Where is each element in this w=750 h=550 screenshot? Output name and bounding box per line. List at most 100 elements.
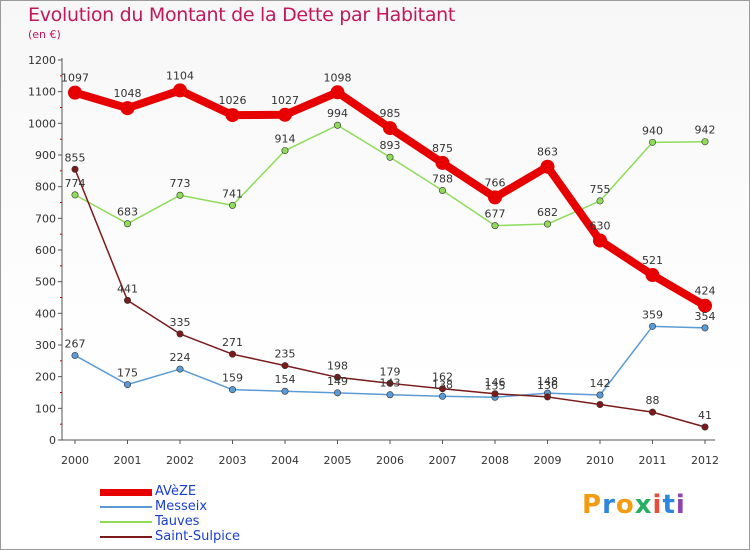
data-point (71, 191, 79, 199)
data-point (593, 233, 607, 248)
legend-label: Tauves (155, 514, 200, 529)
data-label: 774 (65, 177, 86, 190)
logo-letter: i (652, 490, 663, 520)
data-label: 1097 (61, 72, 89, 85)
data-label: 766 (485, 176, 506, 189)
data-label: 354 (695, 310, 716, 323)
y-tick-label: 1200 (28, 54, 56, 67)
y-tick-label: 300 (35, 339, 56, 352)
data-point (488, 190, 502, 205)
legend-swatch (100, 536, 152, 538)
data-point (176, 365, 184, 373)
data-point (596, 401, 604, 409)
data-label: 855 (65, 151, 86, 164)
logo-letter: t (662, 490, 676, 520)
legend-swatch (100, 521, 152, 523)
legend-label: AVèZE (155, 484, 197, 499)
data-label: 88 (646, 394, 660, 407)
data-point (278, 107, 292, 122)
data-point (648, 408, 656, 416)
data-label: 149 (327, 375, 348, 388)
data-label: 224 (170, 351, 191, 364)
data-label: 441 (117, 282, 138, 295)
data-label: 135 (485, 379, 506, 392)
data-point (330, 85, 345, 100)
data-label: 1048 (114, 87, 142, 100)
data-point (596, 197, 604, 205)
data-point (176, 330, 184, 338)
data-point (648, 138, 656, 146)
data-point (281, 387, 289, 395)
x-tick-label: 2010 (586, 454, 614, 467)
data-point (648, 322, 656, 330)
data-label: 1098 (324, 71, 352, 84)
logo-letter: r (602, 490, 616, 520)
chart-subtitle: (en €) (28, 28, 61, 41)
data-point (438, 385, 446, 393)
data-point (491, 222, 499, 230)
y-tick-label: 700 (35, 212, 56, 225)
data-label: 162 (432, 371, 453, 384)
x-tick-label: 2009 (534, 454, 562, 467)
data-point (383, 121, 397, 136)
data-label: 940 (642, 124, 663, 137)
data-label: 985 (380, 107, 401, 120)
y-tick-label: 0 (49, 434, 56, 447)
data-label: 677 (485, 208, 506, 221)
data-label: 893 (380, 139, 401, 152)
data-point (701, 138, 709, 146)
data-point (124, 220, 132, 228)
data-point (225, 108, 240, 123)
data-label: 1027 (271, 94, 299, 107)
legend-swatch (100, 488, 152, 496)
y-tick-label: 100 (35, 402, 56, 415)
x-tick-label: 2007 (429, 454, 457, 467)
data-point (543, 220, 551, 228)
logo-letter: i (675, 490, 686, 520)
data-point (229, 350, 237, 358)
logo-letter: P (582, 490, 603, 520)
data-label: 683 (117, 206, 138, 219)
data-label: 994 (327, 107, 348, 120)
x-tick-label: 2004 (271, 454, 299, 467)
data-point (698, 298, 712, 313)
data-point (386, 379, 394, 387)
data-label: 788 (432, 172, 453, 185)
x-tick-label: 2002 (166, 454, 194, 467)
data-point (71, 351, 79, 359)
y-tick-label: 800 (35, 181, 56, 194)
data-point (386, 153, 394, 161)
y-tick-label: 600 (35, 244, 56, 257)
data-point (333, 121, 341, 129)
data-point (173, 83, 187, 98)
data-label: 175 (117, 367, 138, 380)
data-label: 424 (695, 285, 716, 298)
data-label: 521 (642, 254, 663, 267)
data-label: 863 (537, 146, 558, 159)
x-tick-label: 2006 (376, 454, 404, 467)
data-label: 159 (222, 372, 243, 385)
x-tick-label: 2005 (324, 454, 352, 467)
data-label: 875 (432, 142, 453, 155)
y-tick-label: 200 (35, 371, 56, 384)
x-tick-label: 2012 (691, 454, 719, 467)
data-point (596, 391, 604, 399)
data-label: 630 (590, 220, 611, 233)
legend-label: Messeix (155, 499, 208, 514)
data-label: 146 (485, 376, 506, 389)
data-point (281, 362, 289, 370)
y-tick-label: 400 (35, 307, 56, 320)
x-tick-label: 2011 (639, 454, 667, 467)
data-point (645, 268, 660, 283)
x-tick-label: 2001 (114, 454, 142, 467)
data-label: 179 (380, 365, 401, 378)
data-point (333, 389, 341, 397)
proxiti-logo: Proxiti (582, 490, 686, 520)
x-tick-label: 2000 (61, 454, 89, 467)
data-label: 914 (275, 133, 296, 146)
data-point (701, 423, 709, 431)
data-label: 741 (222, 187, 243, 200)
data-point (438, 186, 446, 194)
logo-letter: x (634, 490, 653, 520)
